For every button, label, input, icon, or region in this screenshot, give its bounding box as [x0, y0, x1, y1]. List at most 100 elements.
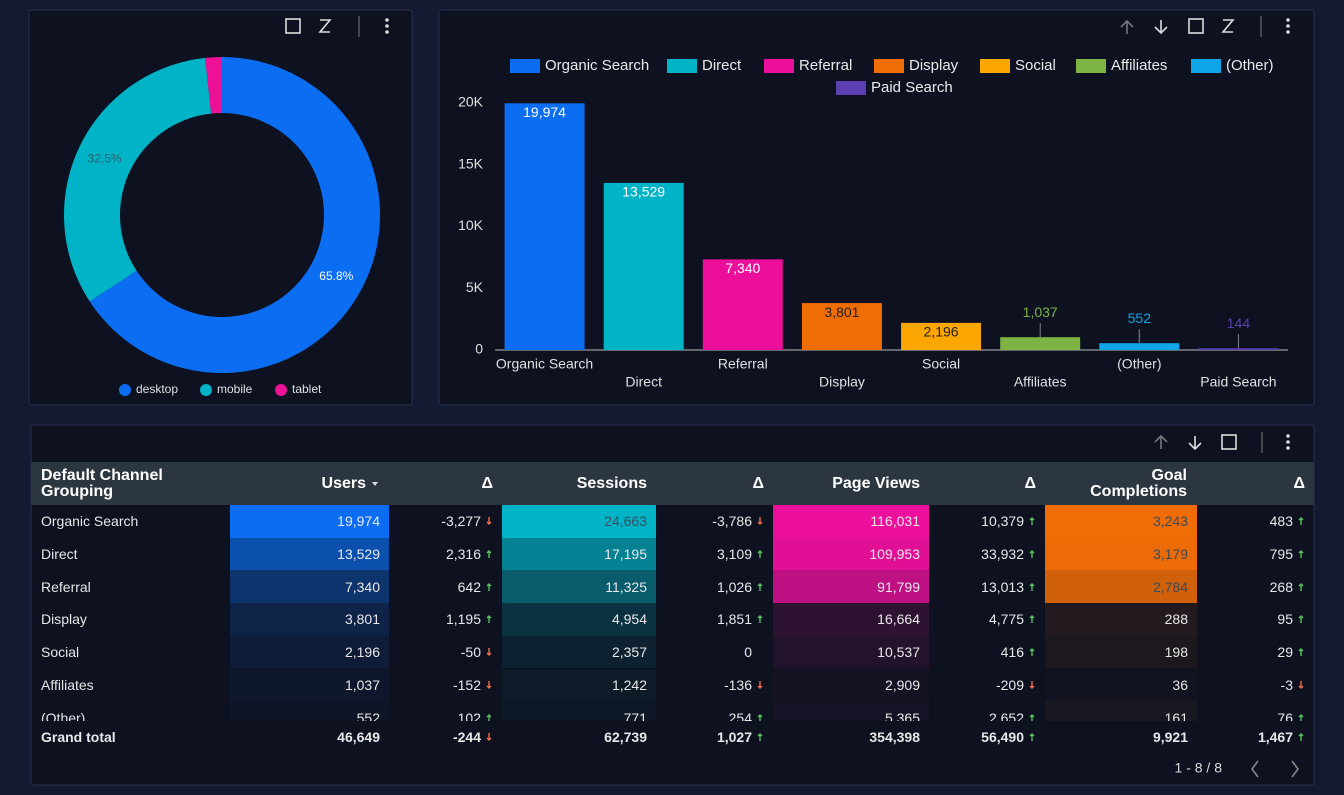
legend-label: Direct	[702, 57, 742, 74]
row-label-text: Referral	[41, 578, 91, 595]
legend-swatch	[1191, 59, 1221, 73]
sort-up-icon[interactable]	[1120, 19, 1134, 34]
arrow	[757, 582, 763, 591]
column-header-text: Δ	[1024, 474, 1037, 492]
value-cell: 2,909	[773, 668, 929, 702]
value-cell: 161	[1045, 701, 1197, 721]
row-label: Affiliates	[31, 669, 230, 702]
chart-icon[interactable]	[1188, 18, 1204, 34]
sort-az-icon[interactable]	[318, 19, 332, 33]
pie-toolbar	[285, 16, 360, 37]
row-label-text: Grand total	[41, 729, 116, 746]
value-cell: 288	[1045, 603, 1197, 636]
value-cell-text: 46,649	[337, 729, 380, 746]
arrow	[1029, 550, 1035, 559]
x-tick-label: Referral	[718, 356, 768, 372]
value-cell: 3,179	[1045, 537, 1197, 571]
bar	[1099, 343, 1180, 350]
arrow	[486, 713, 492, 721]
sort-up-icon[interactable]	[1154, 434, 1168, 449]
legend-swatch	[980, 59, 1010, 73]
trend-down	[757, 517, 763, 526]
table-header-bg	[31, 462, 1314, 505]
x-tick-label: Direct	[625, 374, 662, 390]
delta-cell-text: 102	[457, 709, 481, 721]
delta-cell-text: 795	[1269, 546, 1293, 563]
sort-az-icon[interactable]	[1221, 19, 1235, 33]
donut-slice	[63, 57, 212, 302]
legend-label: Display	[909, 57, 959, 74]
delta-cell: -3	[1197, 669, 1314, 702]
trend-up	[757, 733, 763, 742]
delta-cell: 29	[1197, 636, 1314, 669]
prev-page[interactable]	[1251, 760, 1259, 778]
next-page[interactable]	[1291, 760, 1299, 778]
delta-cell: 1,467	[1197, 721, 1314, 754]
value-cell-text: 198	[1164, 644, 1188, 661]
value-cell-text: 91,799	[877, 578, 920, 595]
row-label-text: Affiliates	[41, 676, 94, 693]
sort-arrow	[372, 481, 378, 486]
value-cell: 354,398	[773, 721, 929, 754]
arrow	[757, 615, 763, 624]
legend-swatch	[667, 59, 697, 73]
delta-cell: 795	[1197, 538, 1314, 571]
value-cell-text: 1,242	[611, 676, 647, 693]
row-label: (Other)	[31, 701, 230, 721]
pie-menu[interactable]	[385, 18, 389, 34]
value-cell: 1,037	[230, 668, 389, 702]
arrow	[757, 733, 763, 742]
value-cell-text: 9,921	[1152, 729, 1188, 746]
trend-up	[1029, 648, 1035, 657]
column-header: Sessions	[502, 462, 656, 505]
delta-cell: 0	[656, 636, 773, 669]
delta-cell-text: -3,277	[441, 513, 481, 530]
value-cell-text: 13,529	[337, 546, 380, 563]
arrow	[486, 680, 492, 689]
row-label-text: (Other)	[41, 709, 86, 721]
y-tick-label: 20K	[458, 94, 484, 110]
y-tick-label: 15K	[458, 155, 484, 171]
trend-up	[1029, 615, 1035, 624]
delta-cell-text: -152	[452, 676, 481, 693]
column-header: Δ	[656, 462, 773, 505]
table-menu[interactable]	[1286, 434, 1290, 450]
delta-cell: 483	[1197, 505, 1314, 538]
value-cell: 1,242	[502, 668, 656, 702]
delta-cell: 3,109	[656, 538, 773, 571]
value-cell-text: 3,801	[344, 611, 380, 628]
trend-up	[1298, 648, 1304, 657]
value-cell-text: 3,243	[1152, 513, 1188, 530]
delta-cell-text: 1,026	[716, 578, 752, 595]
delta-cell-text: -3	[1280, 676, 1293, 693]
trend-up	[1298, 615, 1304, 624]
value-cell-text: 24,663	[604, 513, 647, 530]
pagination: 1 - 8 / 8	[1175, 760, 1223, 776]
row-label-text: Display	[41, 611, 87, 628]
value-cell-text: 5,365	[884, 709, 920, 721]
chart-icon[interactable]	[285, 18, 301, 34]
sort-down-icon[interactable]	[1188, 436, 1202, 451]
delta-cell-text: 254	[728, 709, 752, 721]
delta-cell: 13,013	[929, 570, 1045, 603]
arrow	[486, 517, 492, 526]
delta-cell: 1,195	[389, 603, 502, 636]
sort-down-icon[interactable]	[1154, 20, 1168, 35]
arrow	[1298, 733, 1304, 742]
chart-icon[interactable]	[1221, 434, 1237, 450]
sort-indicator[interactable]	[366, 480, 380, 488]
table-body: Organic Search 19,974 -3,277 24,663 -3,786 11…	[31, 505, 1314, 721]
x-tick-label: Display	[819, 374, 865, 390]
arrow	[1298, 615, 1304, 624]
delta-cell-text: 1,027	[716, 729, 752, 746]
arrow	[1298, 648, 1304, 657]
bar-menu[interactable]	[1286, 18, 1290, 34]
value-cell-text: 3,179	[1152, 546, 1188, 563]
value-cell-text: 2,196	[344, 644, 380, 661]
trend-up	[1298, 550, 1304, 559]
row-label-text: Social	[41, 644, 80, 661]
delta-cell: 642	[389, 570, 502, 603]
value-cell: 771	[502, 701, 656, 721]
table-toolbar	[1154, 432, 1299, 778]
